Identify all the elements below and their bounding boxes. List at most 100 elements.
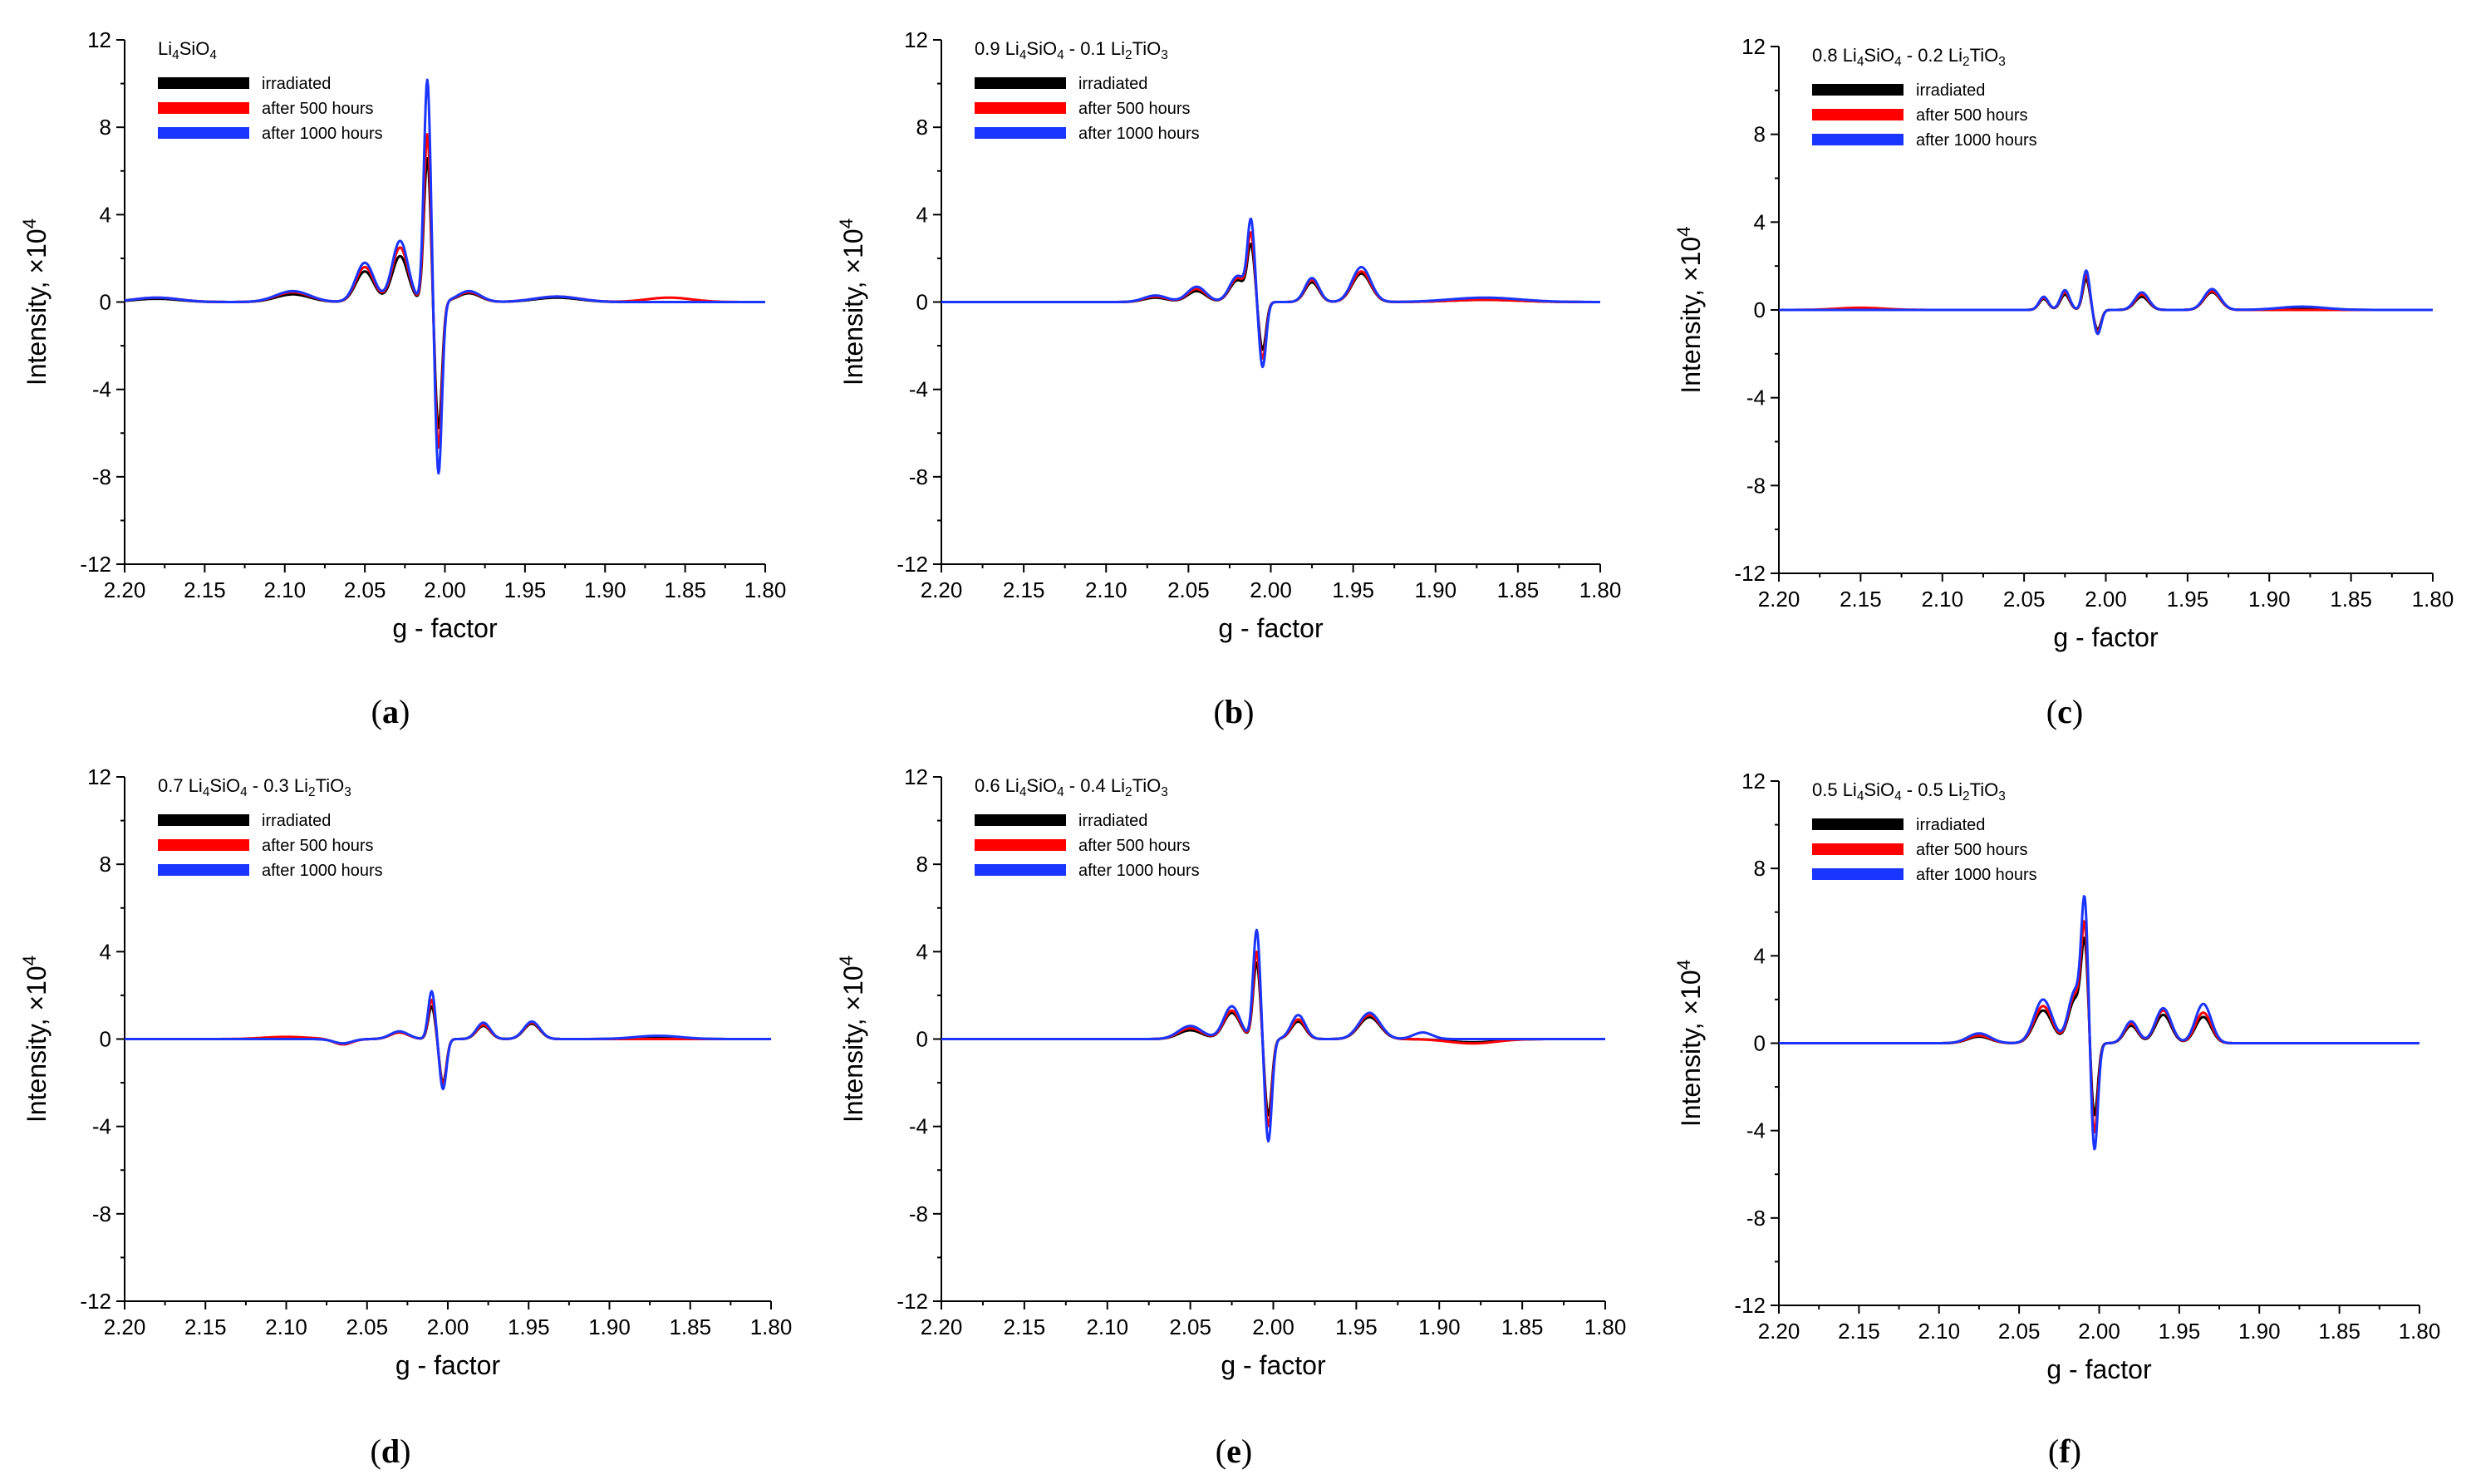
- y-tick-label: -12: [80, 552, 111, 577]
- chart-panel-f: 12 8 4 0 -4 -8 -122.20 2.15 2.10 2.05 2.00 1.95 1.90…: [1673, 769, 2440, 1470]
- x-tick-label: 2.15: [1004, 1314, 1046, 1339]
- x-tick-label: 2.20: [104, 577, 146, 602]
- legend-label: after 1000 hours: [1916, 131, 2037, 150]
- y-tick-label: 4: [916, 202, 928, 227]
- subplot-label: (b): [1214, 693, 1255, 730]
- series-line-after-1000-hours: [941, 217, 1601, 369]
- y-tick-label: 12: [87, 764, 111, 789]
- x-tick-label: 2.10: [1085, 577, 1127, 602]
- chart-panel-e: 12 8 4 0 -4 -8 -122.20 2.15 2.10 2.05 2.00 1.95 1.90…: [836, 764, 1626, 1470]
- subplot-paren: (: [1214, 693, 1225, 730]
- chart-panel-b: 12 8 4 0 -4 -8 -122.20 2.15 2.10 2.05 2.00 1.95 1.90…: [836, 27, 1621, 730]
- title-text: SiO: [179, 38, 210, 59]
- chart-panel-a: 12 8 4 0 -4 -8 -122.20 2.15 2.10 2.05 2.00 1.95 1.90…: [19, 27, 786, 730]
- y-tick-label: -4: [1746, 386, 1766, 410]
- title-text: TiO: [1970, 45, 1999, 66]
- title-subscript: 4: [1894, 55, 1902, 69]
- title-text: TiO: [1132, 775, 1162, 796]
- y-tick-label: 8: [1754, 122, 1766, 147]
- y-axis-label-exponent: 4: [19, 219, 40, 228]
- legend-swatch: [1812, 134, 1904, 145]
- y-axis-label: Intensity, ×104: [836, 219, 868, 386]
- chart-panel-c: 12 8 4 0 -4 -8 -122.20 2.15 2.10 2.05 2.00 1.95 1.90…: [1673, 34, 2454, 730]
- series-line-after-500-hours: [941, 231, 1601, 360]
- title-subscript: 4: [1019, 48, 1027, 62]
- x-tick-label: 2.05: [1167, 577, 1210, 602]
- legend-label: after 1000 hours: [1916, 866, 2037, 884]
- x-tick-label: 1.95: [2167, 587, 2209, 612]
- y-tick-label: -12: [1734, 561, 1766, 586]
- x-tick-label: 2.05: [2003, 587, 2046, 612]
- x-tick-label: 1.80: [2412, 587, 2454, 612]
- x-tick-label: 2.10: [1921, 587, 1963, 612]
- y-tick-label: 0: [100, 290, 111, 315]
- legend-swatch: [158, 864, 249, 876]
- subplot-paren: ): [2072, 693, 2083, 730]
- title-text: SiO: [1026, 38, 1057, 59]
- subplot-letter: e: [1226, 1432, 1241, 1470]
- subplot-paren: (: [371, 693, 382, 730]
- y-tick-label: -12: [897, 552, 928, 577]
- series-line-irradiated: [124, 157, 766, 430]
- x-tick-label: 2.05: [1998, 1319, 2041, 1344]
- series-line-after-1000-hours: [941, 928, 1606, 1142]
- series-line-after-500-hours: [1778, 273, 2434, 333]
- title-text: TiO: [1970, 779, 1999, 800]
- y-axis-label-text: Intensity, ×10: [838, 228, 868, 386]
- x-tick-label: 2.15: [184, 577, 226, 602]
- title-text: - 0.5 Li: [1902, 779, 1962, 800]
- y-tick-label: 4: [100, 202, 111, 227]
- title-subscript: 2: [308, 785, 316, 799]
- subplot-letter: b: [1225, 693, 1243, 730]
- y-tick-label: -4: [92, 1114, 111, 1139]
- series-line-after-1000-hours: [124, 78, 766, 475]
- series-line-after-1000-hours: [1778, 895, 2420, 1151]
- x-tick-label: 2.00: [427, 1314, 469, 1339]
- title-text: TiO: [1132, 38, 1162, 59]
- series-line-after-1000-hours: [1778, 269, 2434, 336]
- x-axis-label: g - factor: [1221, 1350, 1326, 1380]
- x-tick-label: 1.80: [1579, 577, 1622, 602]
- title-text: - 0.4 Li: [1064, 775, 1125, 796]
- title-subscript: 4: [1019, 785, 1027, 799]
- legend-label: after 500 hours: [1078, 837, 1191, 855]
- x-tick-label: 2.15: [1840, 587, 1882, 612]
- series-line-after-500-hours: [124, 998, 772, 1086]
- y-tick-label: 8: [100, 852, 111, 877]
- x-tick-label: 2.05: [346, 1314, 388, 1339]
- x-tick-label: 1.85: [1497, 577, 1540, 602]
- x-tick-label: 1.90: [2238, 1319, 2281, 1344]
- legend-swatch: [158, 102, 249, 114]
- y-tick-label: 8: [916, 115, 928, 140]
- title-text: SiO: [1864, 779, 1894, 800]
- title-text: TiO: [316, 775, 345, 796]
- y-tick-label: -8: [909, 464, 928, 489]
- legend-swatch: [975, 839, 1066, 851]
- title-subscript: 4: [1057, 785, 1064, 799]
- title-text: - 0.2 Li: [1902, 45, 1962, 66]
- y-axis-label-exponent: 4: [836, 956, 857, 966]
- x-tick-label: 1.85: [2330, 587, 2372, 612]
- y-tick-label: -8: [92, 464, 111, 489]
- y-tick-label: -8: [909, 1201, 928, 1226]
- y-axis-label-text: Intensity, ×10: [22, 966, 52, 1123]
- y-tick-label: 8: [100, 115, 111, 140]
- title-subscript: 4: [172, 48, 179, 62]
- y-axis-label-exponent: 4: [1673, 960, 1694, 970]
- legend-label: after 1000 hours: [262, 125, 383, 143]
- y-tick-label: 4: [916, 939, 928, 964]
- panel-title: 0.8 Li4SiO4 - 0.2 Li2TiO3: [1812, 45, 2006, 69]
- y-tick-label: 0: [916, 1027, 928, 1052]
- y-tick-label: -4: [909, 1114, 928, 1139]
- y-tick-label: 0: [916, 290, 928, 315]
- y-axis-label-text: Intensity, ×10: [838, 966, 868, 1123]
- y-tick-label: -8: [1746, 473, 1766, 498]
- legend-label: after 500 hours: [262, 837, 374, 855]
- title-subscript: 3: [1161, 785, 1168, 799]
- x-axis-label: g - factor: [2053, 622, 2159, 652]
- x-tick-label: 1.95: [1335, 1314, 1378, 1339]
- x-axis-label: g - factor: [392, 613, 498, 643]
- title-text: - 0.3 Li: [248, 775, 308, 796]
- title-subscript: 4: [1894, 789, 1902, 803]
- subplot-letter: a: [382, 693, 399, 730]
